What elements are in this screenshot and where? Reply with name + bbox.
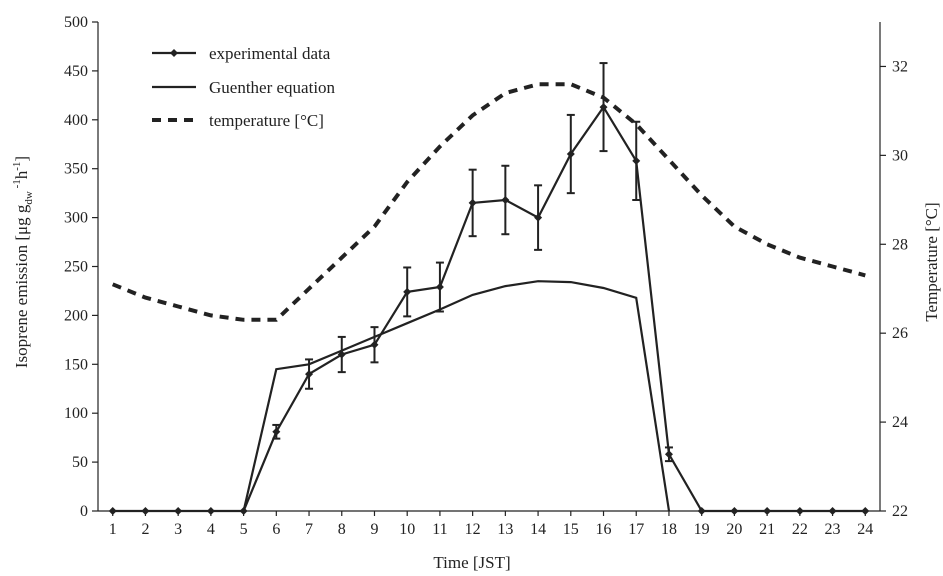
x-tick-label: 3 [174, 521, 182, 538]
y-tick-label: 450 [64, 63, 88, 80]
x-tick-label: 11 [432, 521, 447, 538]
x-tick-label: 10 [399, 521, 415, 538]
x-tick-label: 4 [207, 521, 215, 538]
y-tick-label: 500 [64, 14, 88, 31]
experimental-line [112, 105, 866, 513]
left-axis: 0 50 100 150 200 250 300 350 400 450 500 [64, 14, 98, 520]
data-point [664, 450, 673, 459]
legend-item-temperature: temperature [°C] [152, 111, 324, 130]
data-point [534, 213, 543, 222]
x-tick-label: 9 [370, 521, 378, 538]
y-tick-label: 0 [80, 503, 88, 520]
legend-item-experimental: experimental data [152, 44, 331, 63]
data-point [108, 507, 117, 515]
x-tick-label: 18 [661, 521, 677, 538]
data-point [305, 370, 314, 379]
x-tick-label: 12 [465, 521, 481, 538]
legend-item-guenther: Guenther equation [152, 78, 336, 97]
y-tick-label: 250 [64, 259, 88, 276]
x-tick-label: 17 [628, 521, 644, 538]
x-tick-label: 23 [825, 521, 841, 538]
series-layer [108, 62, 870, 515]
data-point [795, 507, 804, 515]
data-point [337, 350, 346, 359]
y-tick-label: 50 [72, 454, 88, 471]
y-tick-label: 100 [64, 405, 88, 422]
x-axis-label: Time [JST] [433, 553, 510, 572]
data-point [501, 195, 510, 204]
x-tick-label: 5 [240, 521, 248, 538]
data-point [763, 507, 772, 515]
data-point [697, 507, 706, 515]
y2-tick-label: 22 [892, 503, 908, 520]
y-tick-label: 400 [64, 112, 88, 129]
y2-axis-label: Temperature [°C] [922, 202, 941, 321]
x-tick-label: 2 [141, 521, 149, 538]
y2-tick-label: 32 [892, 58, 908, 75]
data-point [239, 507, 248, 515]
y-axis-label: Isoprene emission [μg gdw -1h-1] [11, 156, 35, 368]
x-axis: 1 2 3 4 5 6 7 8 9 10 11 12 13 14 15 16 17 18 19 20 21 22 23 24 [109, 511, 873, 538]
x-tick-label: 8 [338, 521, 346, 538]
legend-label-experimental: experimental data [209, 44, 331, 63]
guenther-line [242, 280, 671, 512]
legend-label-temperature: temperature [°C] [209, 111, 324, 130]
legend: experimental data Guenther equation temp… [152, 44, 336, 130]
legend-label-guenther: Guenther equation [209, 78, 336, 97]
x-tick-label: 1 [109, 521, 117, 538]
x-tick-label: 16 [596, 521, 612, 538]
y2-tick-label: 28 [892, 236, 908, 253]
data-point [370, 340, 379, 349]
x-tick-label: 15 [563, 521, 579, 538]
x-tick-label: 7 [305, 521, 313, 538]
x-tick-label: 6 [272, 521, 280, 538]
x-tick-label: 20 [726, 521, 742, 538]
y-tick-label: 300 [64, 210, 88, 227]
data-point [206, 507, 215, 515]
data-point [272, 427, 281, 436]
data-point [566, 150, 575, 159]
y2-tick-label: 30 [892, 147, 908, 164]
y2-tick-label: 24 [892, 414, 908, 431]
y-tick-label: 350 [64, 161, 88, 178]
data-point [468, 198, 477, 207]
data-point [435, 283, 444, 292]
y2-tick-label: 26 [892, 325, 908, 342]
data-point [730, 507, 739, 515]
y-tick-label: 150 [64, 356, 88, 373]
data-point [174, 507, 183, 515]
y-tick-label: 200 [64, 307, 88, 324]
data-point [599, 103, 608, 112]
x-tick-label: 21 [759, 521, 775, 538]
data-point [141, 507, 150, 515]
data-point [403, 287, 412, 296]
x-tick-label: 14 [530, 521, 546, 538]
x-tick-label: 19 [694, 521, 710, 538]
temperature-line [111, 82, 866, 322]
data-point [632, 156, 641, 165]
x-tick-label: 24 [857, 521, 873, 538]
right-axis: 22 24 26 28 30 32 [880, 58, 908, 520]
data-point [828, 507, 837, 515]
data-point [861, 507, 870, 515]
x-tick-label: 13 [497, 521, 513, 538]
x-tick-label: 22 [792, 521, 808, 538]
